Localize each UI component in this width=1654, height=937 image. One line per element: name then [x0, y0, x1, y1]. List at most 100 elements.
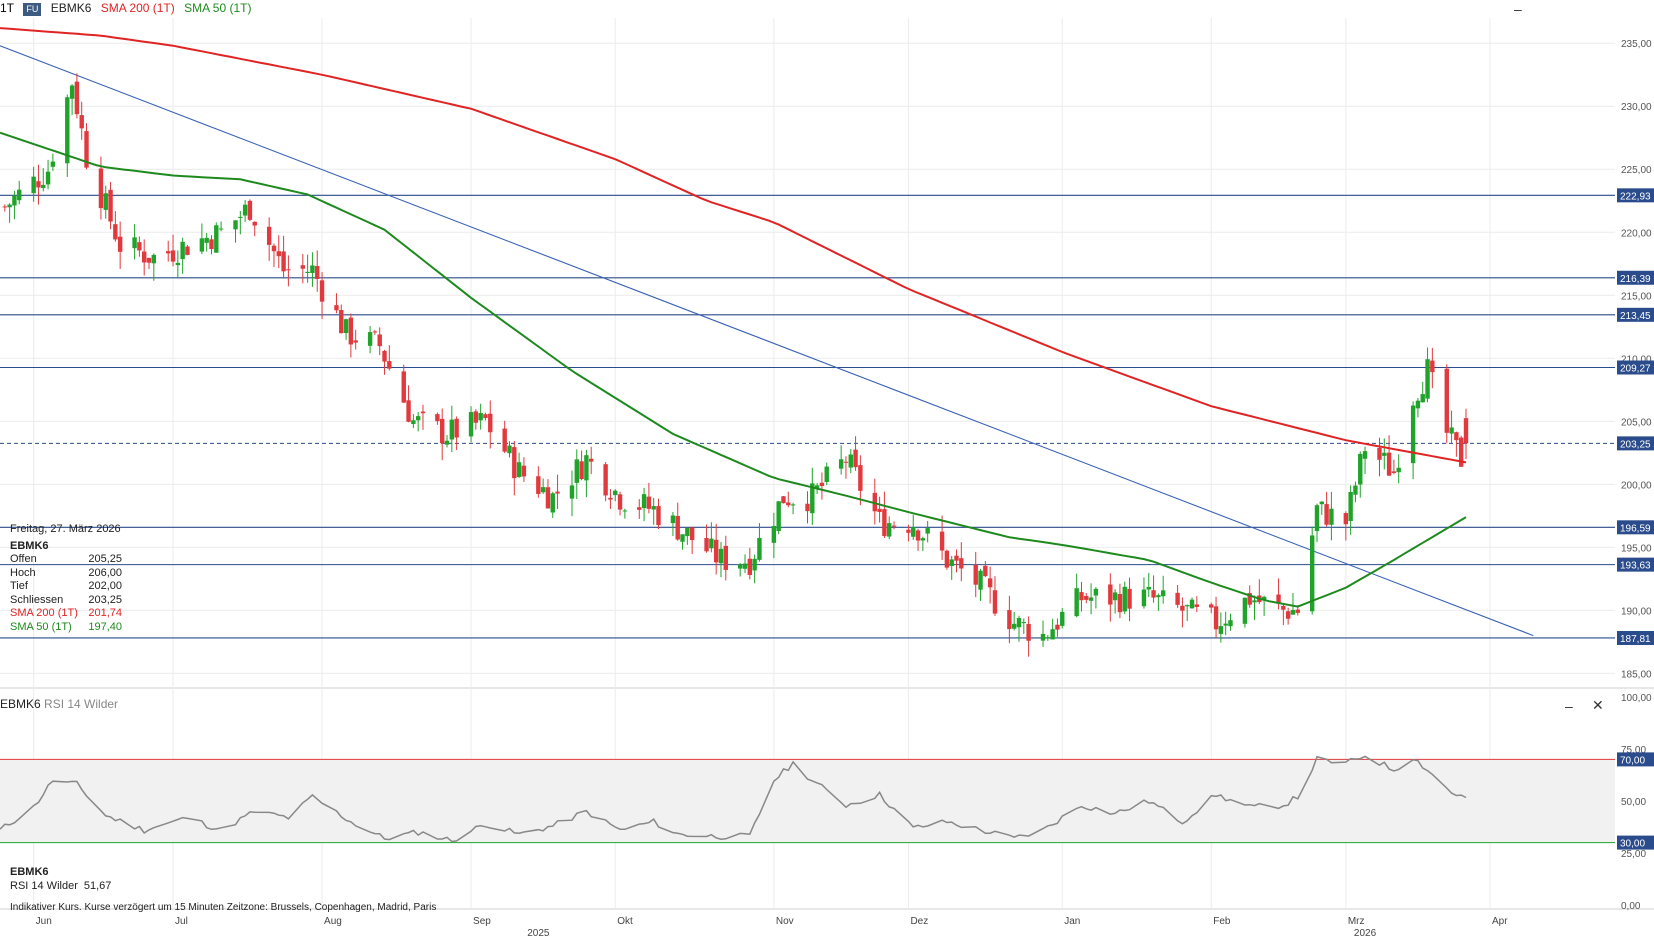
candle-body — [454, 418, 459, 438]
candle-body — [843, 461, 849, 463]
minimize-price-panel-icon[interactable]: – — [1514, 1, 1522, 17]
minimize-rsi-panel-icon[interactable]: – — [1565, 698, 1573, 714]
sma200-legend[interactable]: SMA 200 (1T) — [100, 1, 175, 15]
candle-body — [906, 529, 911, 533]
candle-body — [372, 331, 378, 333]
candle — [911, 514, 916, 540]
candle-body — [771, 526, 777, 543]
candle — [1319, 501, 1325, 515]
candle-body — [387, 361, 392, 369]
time-tick-label: Okt — [617, 916, 633, 927]
candle-body — [949, 559, 954, 567]
sma50-legend[interactable]: SMA 50 (1T) — [184, 1, 252, 15]
candle-body — [141, 251, 147, 263]
candle — [1151, 575, 1156, 603]
candle-body — [1146, 586, 1151, 590]
candle-body — [103, 193, 108, 210]
last-price-label: 203,25 — [1620, 439, 1651, 450]
candle-body — [814, 485, 820, 489]
candle — [435, 412, 440, 425]
candle — [31, 166, 36, 202]
price-tick-label: 220,00 — [1621, 228, 1652, 239]
candle-body — [1108, 584, 1113, 605]
candle-body — [252, 221, 257, 226]
candle — [79, 101, 84, 140]
candle-body — [1252, 600, 1257, 603]
candle-body — [1444, 368, 1449, 433]
candle — [1343, 511, 1349, 541]
candle — [411, 414, 416, 429]
candle — [1377, 437, 1382, 477]
level-price-tag — [1617, 360, 1654, 375]
rsi-panel: 100,00 75,00 50,00 25,00 0,00 70,00 30,00 — [0, 693, 1654, 912]
candle — [954, 549, 959, 573]
candle — [1079, 581, 1084, 612]
candle-body — [415, 416, 421, 421]
candle-body — [1281, 605, 1286, 610]
candle — [1449, 410, 1454, 444]
candle-body — [637, 507, 642, 510]
info-row-close: Schliessen 203,25 — [10, 593, 122, 606]
candle-body — [353, 340, 358, 343]
candle-body — [1088, 597, 1094, 601]
candle-body — [1276, 594, 1281, 604]
candle — [512, 440, 517, 496]
candle — [377, 327, 382, 356]
candle-body — [488, 413, 493, 433]
candle-body — [1309, 535, 1315, 612]
rsi-band-label: 30,00 — [1620, 839, 1645, 850]
candle — [670, 511, 676, 536]
candles — [2, 73, 1469, 657]
candle — [939, 515, 945, 560]
candle — [339, 304, 344, 334]
candle — [656, 498, 661, 530]
rsi-title-indicator[interactable]: RSI 14 Wilder — [44, 697, 119, 711]
candle-body — [824, 466, 829, 483]
candle — [790, 502, 796, 515]
candle — [146, 257, 152, 270]
candle-body — [1314, 505, 1320, 532]
candle-body — [1391, 471, 1397, 473]
footer-disclaimer: Indikativer Kurs. Kurse verzögert um 15 … — [10, 902, 437, 913]
interval-label[interactable]: 1T — [0, 1, 15, 15]
candle — [1045, 635, 1051, 641]
candle-body — [1079, 592, 1084, 601]
candle-body — [17, 189, 22, 201]
candle-body — [718, 548, 724, 564]
candle-body — [233, 220, 238, 230]
candle-body — [872, 492, 877, 512]
info-date: Freitag, 27. März 2026 — [10, 523, 121, 535]
close-rsi-panel-icon[interactable]: ✕ — [1592, 697, 1604, 713]
trendline — [0, 45, 1534, 637]
price-tick-label: 225,00 — [1621, 165, 1652, 176]
candle-body — [444, 440, 450, 445]
candle — [752, 554, 757, 584]
candle — [1108, 573, 1113, 622]
candle-body — [238, 216, 243, 218]
time-tick-label: Aug — [324, 916, 342, 927]
candle-body — [132, 237, 137, 249]
candle-body — [540, 487, 546, 493]
candle-body — [382, 350, 387, 362]
level-price-tag — [1617, 557, 1654, 572]
symbol-label[interactable]: EBMK6 — [50, 1, 92, 15]
candle-body — [925, 528, 930, 534]
candle-body — [689, 527, 695, 541]
candle — [838, 445, 844, 475]
candle — [1112, 589, 1118, 614]
candle — [944, 549, 950, 570]
chart-header: 1T FU EBMK6 SMA 200 (1T) SMA 50 (1T) — [0, 0, 257, 16]
level-price-label: 193,63 — [1620, 561, 1651, 572]
candle-body — [1343, 513, 1349, 525]
candle — [906, 524, 911, 542]
candle-body — [1228, 620, 1233, 627]
info-row-open: Offen 205,25 — [10, 553, 122, 565]
candle-body — [1454, 432, 1459, 441]
candle-body — [319, 280, 325, 302]
candle — [1084, 593, 1089, 604]
candle-body — [579, 461, 584, 480]
candle-body — [704, 538, 709, 552]
candle — [579, 450, 584, 481]
rsi-tick-label: 75,00 — [1621, 745, 1646, 756]
